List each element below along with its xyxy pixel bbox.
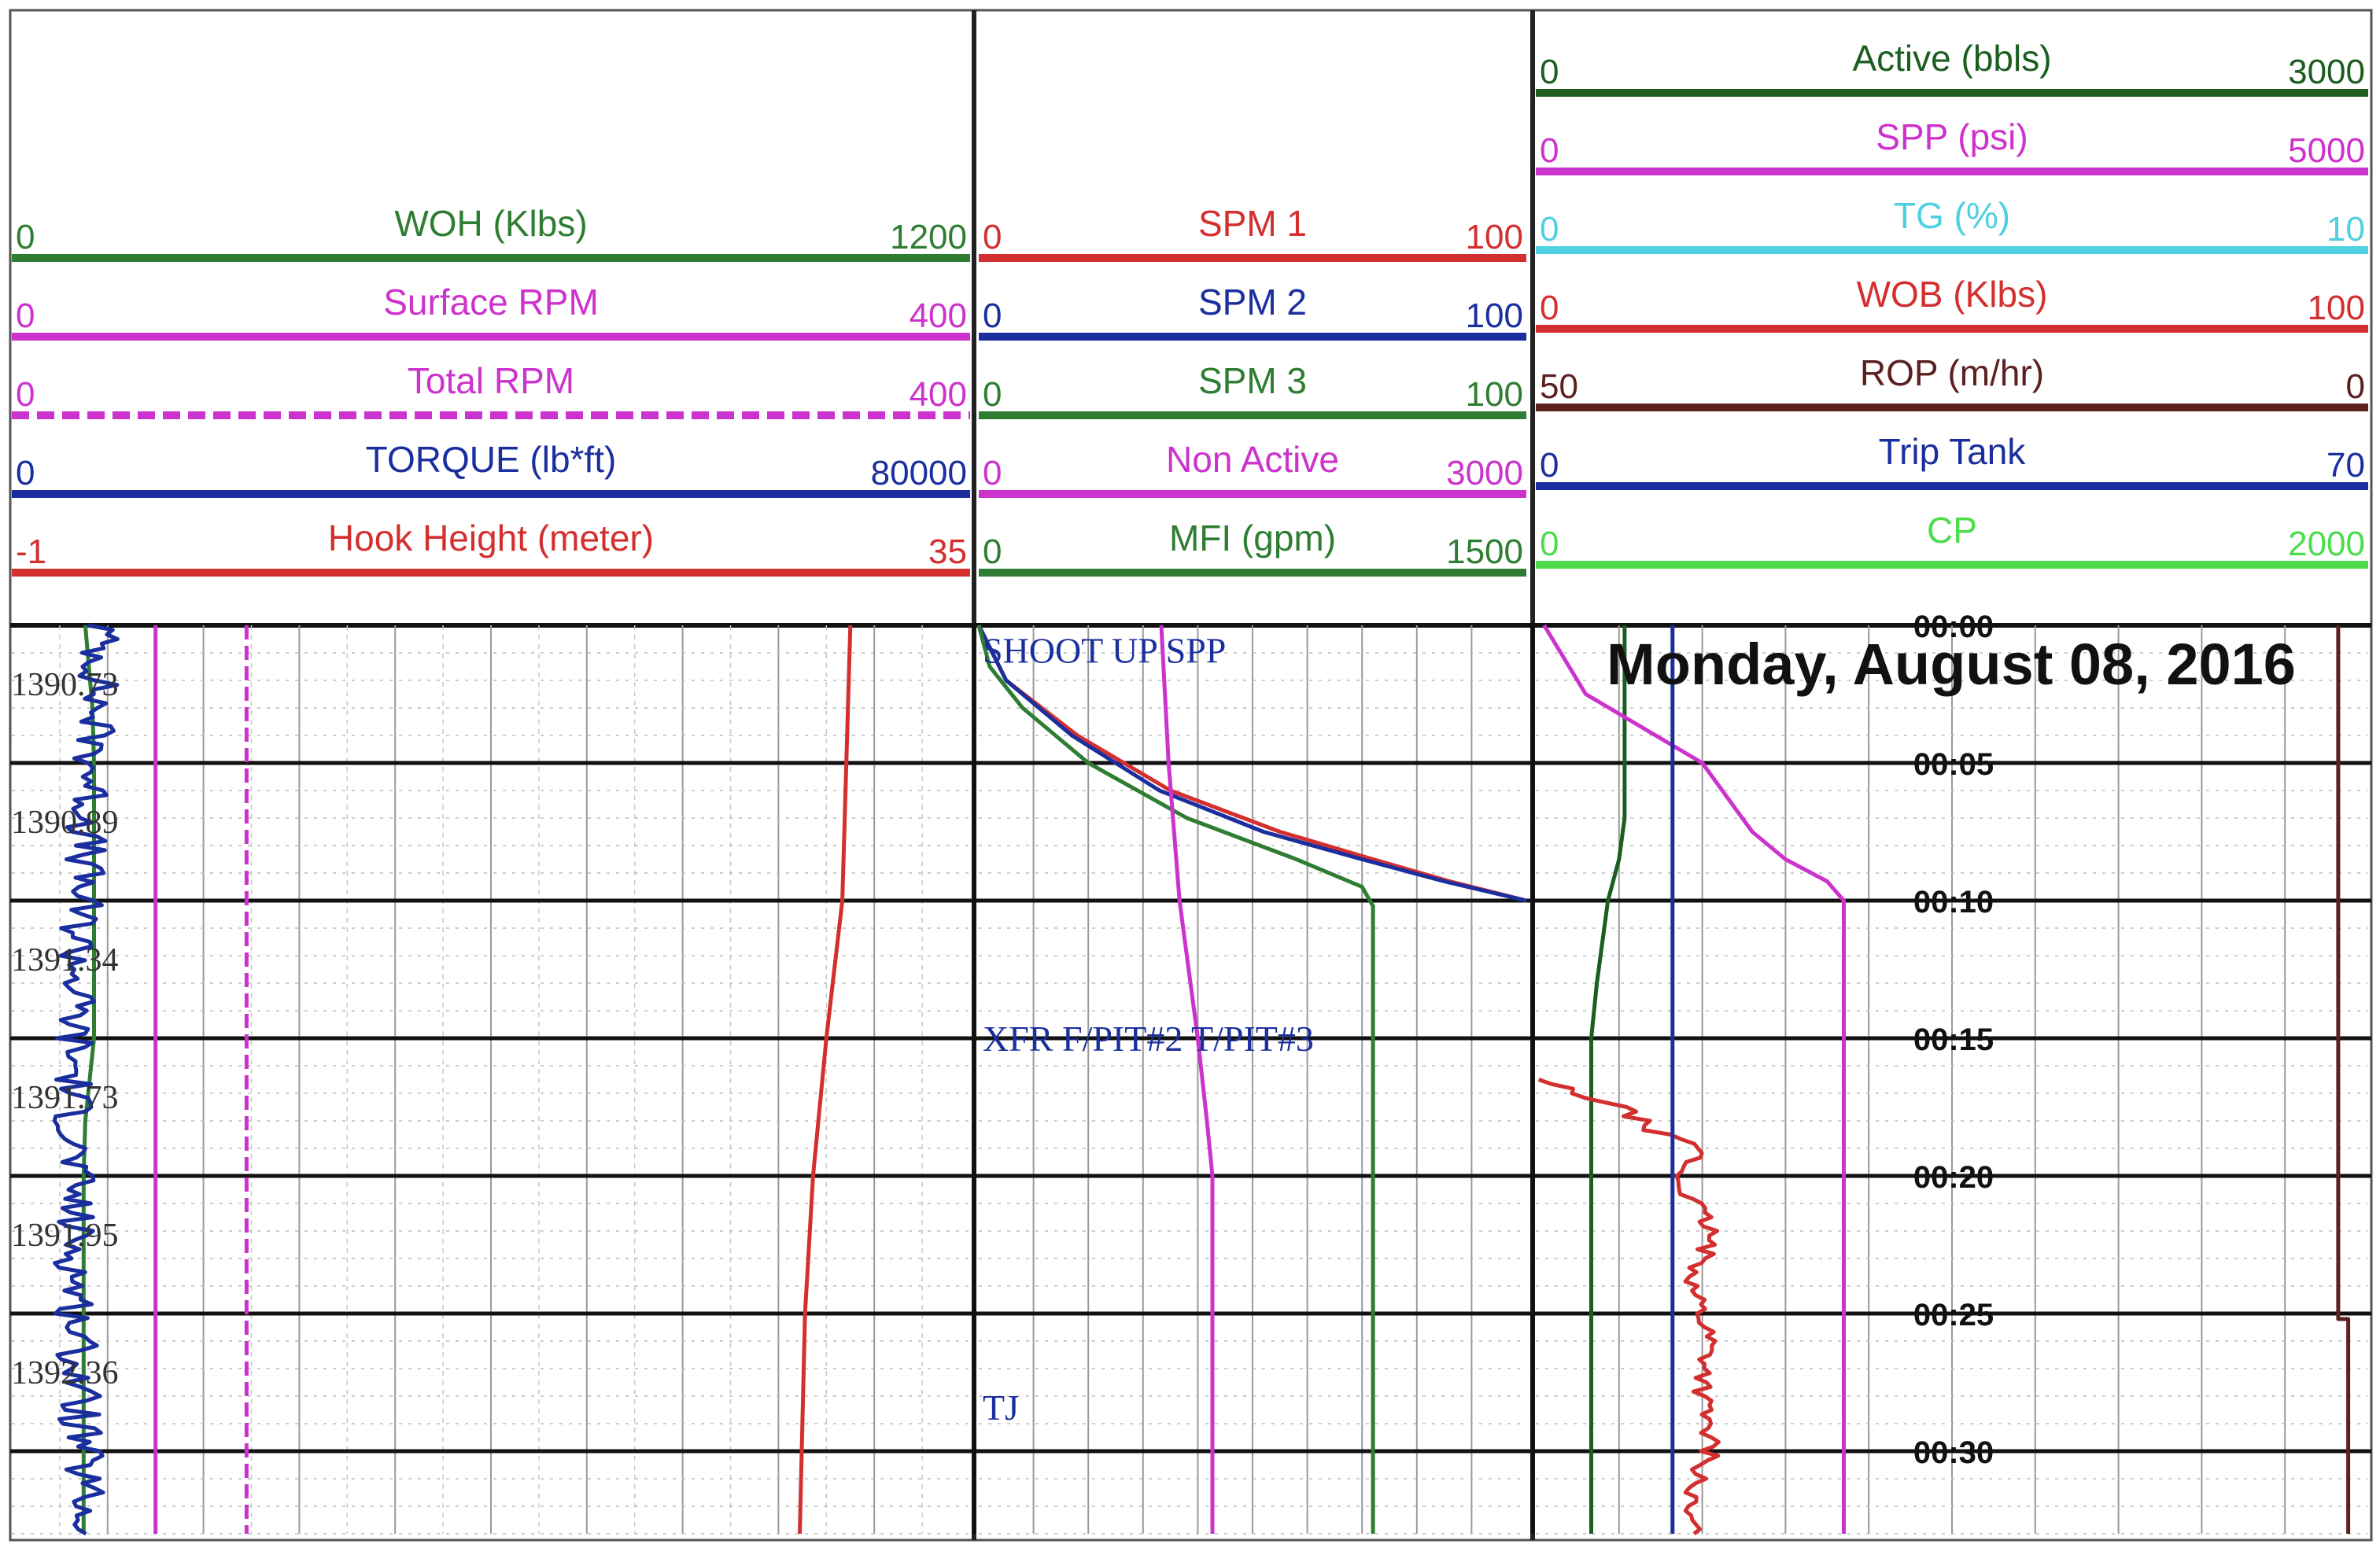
annotation-label: TJ — [983, 1387, 1019, 1428]
curve-line — [798, 625, 853, 1535]
annotation-label: XFR F/PIT#2 T/PIT#3 — [983, 1019, 1314, 1059]
header-min-value: 0 — [983, 218, 1002, 256]
header-curve-name: Surface RPM — [383, 282, 599, 322]
time-label: 00:15 — [1913, 1023, 1994, 1057]
header-max-value: 100 — [1466, 297, 1523, 335]
header-max-value: 400 — [910, 375, 967, 414]
header-curve-name: Hook Height (meter) — [328, 518, 654, 558]
plot-curves — [52, 623, 2351, 1536]
curve-line — [1159, 625, 1215, 1534]
chart-frame — [9, 9, 2373, 1542]
time-label: 00:00 — [1913, 610, 1994, 644]
header-max-value: 400 — [910, 297, 967, 335]
header-min-value: 0 — [1540, 210, 1559, 249]
curve-line — [976, 624, 1527, 903]
depth-label: 1390.89 — [11, 805, 119, 841]
header-curve-name: TORQUE (lb*ft) — [366, 439, 617, 480]
header-max-value: 1200 — [890, 218, 967, 256]
header-curve-name: SPP (psi) — [1876, 116, 2028, 157]
header-curve-name: SPM 2 — [1198, 282, 1307, 322]
header-curve-name: WOB (Klbs) — [1857, 274, 2048, 315]
header-min-value: 0 — [1540, 131, 1559, 170]
header-max-value: 5000 — [2288, 131, 2365, 170]
header-max-value: 1500 — [1446, 532, 1523, 571]
plot-grid — [10, 625, 2371, 1535]
header-curve-name: CP — [1927, 510, 1977, 551]
header-max-value: 10 — [2326, 210, 2365, 249]
header-min-value: 0 — [16, 297, 35, 335]
time-label: 00:25 — [1913, 1298, 1994, 1332]
header-curve-name: SPM 1 — [1198, 203, 1307, 244]
plot-labels: 1390.73 1390.89 1391.34 1391.73 1391.95 1392.… — [11, 610, 2296, 1470]
curve-line — [1537, 1078, 1721, 1535]
header-min-value: 50 — [1540, 367, 1578, 406]
outer-border — [9, 9, 2373, 1542]
header-min-value: 0 — [983, 297, 1002, 335]
curve-line — [81, 625, 96, 1534]
depth-label: 1390.73 — [11, 667, 119, 703]
depth-label: 1391.73 — [11, 1080, 119, 1116]
depth-label: 1391.34 — [11, 942, 119, 978]
header-max-value: 35 — [928, 532, 967, 571]
header-min-value: 0 — [16, 375, 35, 414]
header-min-value: 0 — [16, 454, 35, 492]
curve-line — [2336, 625, 2351, 1534]
header-min-value: 0 — [16, 218, 35, 256]
header-min-value: 0 — [1540, 53, 1559, 91]
date-label: Monday, August 08, 2016 — [1607, 632, 2296, 697]
header-max-value: 100 — [1466, 375, 1523, 414]
header-min-value: 0 — [1540, 446, 1559, 485]
header-min-value: 0 — [983, 532, 1002, 571]
depth-label: 1391.95 — [11, 1218, 119, 1254]
header-max-value: 80000 — [871, 454, 967, 492]
time-label: 00:20 — [1913, 1160, 1994, 1195]
header-curve-name: Active (bbls) — [1852, 38, 2051, 79]
header-min-value: 0 — [983, 375, 1002, 414]
header-curve-name: Trip Tank — [1879, 431, 2027, 472]
curve-line — [52, 623, 120, 1536]
header-min-value: 0 — [983, 454, 1002, 492]
header-curve-name: ROP (m/hr) — [1860, 352, 2044, 393]
depth-label: 1392.36 — [11, 1355, 119, 1391]
annotation-label: SHOOT UP SPP — [983, 631, 1226, 671]
header-max-value: 100 — [1466, 218, 1523, 256]
header-max-value: 100 — [2308, 289, 2365, 327]
curve-line — [1542, 624, 1846, 1534]
header-max-value: 3000 — [2288, 53, 2365, 91]
header-min-value: -1 — [16, 532, 46, 571]
header-max-value: 0 — [2346, 367, 2365, 406]
header-max-value: 2000 — [2288, 525, 2365, 563]
header-min-value: 0 — [1540, 289, 1559, 327]
header-curve-name: WOH (Klbs) — [394, 203, 587, 244]
header-max-value: 3000 — [1446, 454, 1523, 492]
header-curve-name: Total RPM — [408, 360, 574, 401]
curve-line — [1589, 625, 1627, 1534]
time-label: 00:10 — [1913, 885, 1994, 919]
curve-line — [976, 625, 1375, 1534]
header-curve-name: SPM 3 — [1198, 360, 1307, 401]
time-label: 00:30 — [1913, 1435, 1994, 1470]
header-curve-name: MFI (gpm) — [1169, 518, 1336, 558]
time-label: 00:05 — [1913, 747, 1994, 782]
header-curve-name: Non Active — [1166, 439, 1339, 480]
header-min-value: 0 — [1540, 525, 1559, 563]
header-curve-name: TG (%) — [1894, 195, 2010, 236]
curve-headers: 0 WOH (Klbs) 1200 0 Surface RPM 400 0 Total RPM… — [12, 38, 2368, 577]
header-max-value: 70 — [2326, 446, 2365, 485]
